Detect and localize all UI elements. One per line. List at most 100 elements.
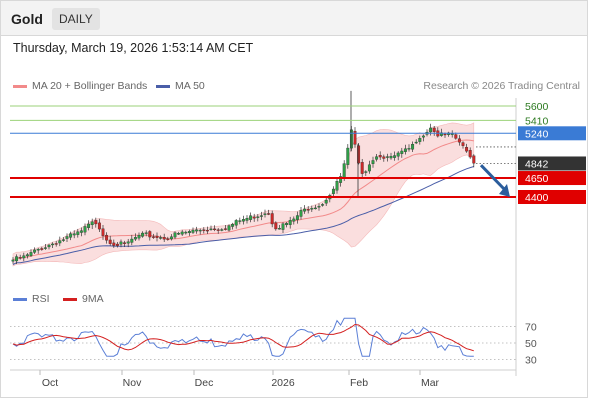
candle-up [389,155,393,159]
level-tag-5240 [518,126,586,141]
candle-up [209,228,213,231]
candle-down [216,229,220,231]
candle-up [241,219,245,222]
candle-up [159,237,163,239]
chart-timestamp: Thursday, March 19, 2026 1:53:14 AM CET [13,41,254,55]
level-label-5410: 5410 [525,115,549,127]
period-badge[interactable]: DAILY [52,8,100,30]
candle-up [324,199,328,204]
candle-down [382,156,386,159]
level-tag-4400 [518,190,586,204]
level-tag-4650 [518,171,586,186]
candle-down [306,208,310,211]
legend-ma9: 9MA [63,293,104,305]
candle-up [79,230,83,233]
candle-down [94,220,98,225]
candle-up [292,218,296,222]
candle-down [357,145,361,164]
rsi-tick-30: 30 [525,355,537,367]
x-tick-Feb: Feb [350,377,368,389]
candle-up [119,241,123,245]
candle-up [33,249,37,253]
candle-up [187,231,191,234]
candle-down [252,216,256,219]
candle-up [195,229,199,232]
candle-down [353,130,357,145]
candle-down [443,133,447,136]
candle-up [429,127,433,133]
candle-up [418,138,422,142]
candle-up [414,141,418,144]
rsi-line [12,317,474,357]
candle-down [54,243,58,245]
candle-up [339,176,343,183]
legend-rsi: RSI [13,293,50,305]
candle-up [281,223,285,230]
candle-up [346,147,350,165]
candle-up [396,152,400,157]
candle-down [108,239,112,244]
candle-up [29,252,33,256]
candle-up [191,229,195,233]
candle-up [249,215,253,220]
candle-up [22,255,26,259]
candle-up [58,240,62,244]
candle-down [112,242,116,246]
candle-up [450,133,454,135]
candle-up [177,233,181,235]
bollinger-band-layer [12,122,475,267]
candle-up [126,241,130,244]
candle-down [432,127,436,132]
ma50-swatch [156,84,170,88]
candle-up [25,254,29,257]
legend-rsi-label: RSI [32,293,50,305]
ma50-line [12,166,474,265]
candle-up [349,129,353,149]
level-label-4400: 4400 [525,192,549,204]
rsi-ma-line [12,323,474,352]
candle-up [331,188,335,194]
level-tag-4842 [518,156,586,171]
candle-down [148,231,152,238]
legend-ma50-label: MA 50 [175,80,205,92]
candle-up [245,218,249,221]
candle-down [166,238,170,240]
level-label-4842: 4842 [525,158,549,170]
candle-up [133,237,137,240]
candle-up [87,223,91,228]
candle-down [151,236,155,238]
candle-up [141,232,145,237]
candle-down [468,150,472,158]
candle-down [465,147,469,152]
candle-down [155,235,159,238]
bollinger-band-area [12,122,475,267]
candle-up [342,163,346,178]
candle-down [457,138,461,143]
ma20-line [12,139,474,261]
x-tick-Mar: Mar [421,377,440,389]
candle-up [259,215,263,217]
candle-up [295,215,299,220]
candle-down [267,213,271,215]
candle-up [321,204,325,206]
rsi-tick-50: 50 [525,338,537,350]
candle-up [317,206,321,208]
ma9-swatch [63,297,77,301]
candle-down [18,257,22,259]
rsi-panel: 70 50 30 [10,317,537,367]
candle-down [461,142,465,146]
rsi-swatch [13,297,27,301]
candle-up [198,229,202,232]
candle-up [403,148,407,152]
candle-up [288,220,292,225]
level-label-5240: 5240 [525,128,549,140]
candle-up [407,148,411,150]
ma20-swatch [13,84,27,88]
chart-frame [0,36,588,398]
candle-up [367,164,371,172]
legend-ma9-label: 9MA [82,293,104,305]
candle-up [11,259,15,262]
candle-up [65,236,69,239]
